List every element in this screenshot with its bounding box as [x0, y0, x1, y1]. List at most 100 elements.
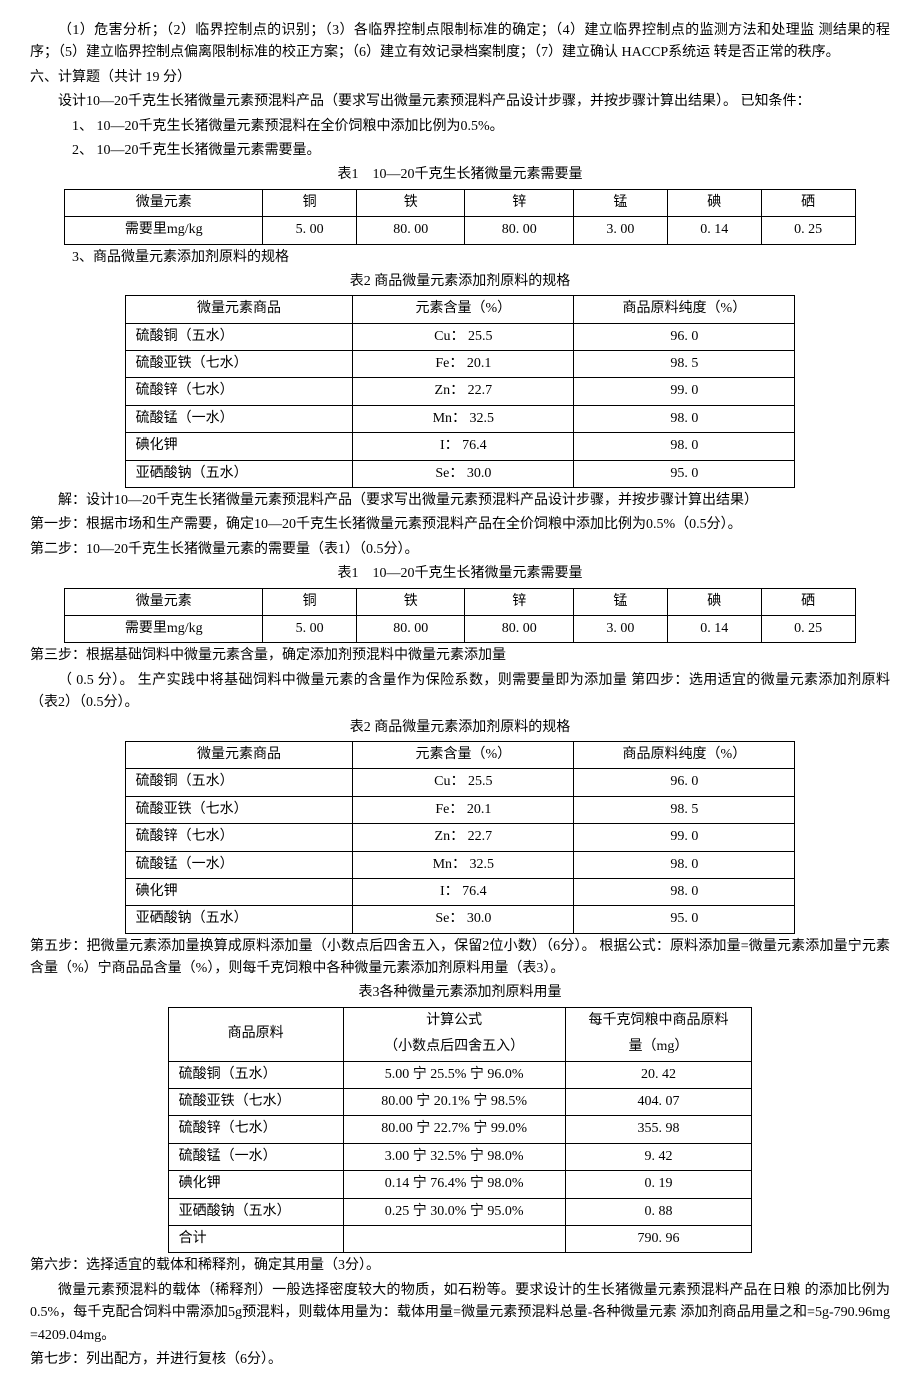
table-row: 硫酸亚铁（七水）80.00 宁 20.1% 宁 98.5%404. 07: [168, 1089, 752, 1116]
t1-h2: 铁: [357, 189, 465, 216]
t2-r0c1: Cu： 25.5: [353, 323, 574, 350]
t2-r4c0: 碘化钾: [125, 433, 353, 460]
t2b-r1c0: 硫酸亚铁（七水）: [125, 796, 353, 823]
t2-r3c0: 硫酸锰（一水）: [125, 405, 353, 432]
table-row: 亚硒酸钠（五水）Se： 30.095. 0: [125, 460, 795, 487]
table-row: 碘化钾0.14 宁 76.4% 宁 98.0%0. 19: [168, 1171, 752, 1198]
t2-header-row: 微量元素商品 元素含量（%） 商品原料纯度（%）: [125, 296, 795, 323]
t2b-r2c1: Zn： 22.7: [353, 824, 574, 851]
table-row: 硫酸锌（七水）Zn： 22.799. 0: [125, 824, 795, 851]
t3-total-empty: [343, 1225, 565, 1252]
cond-1: 1、 10—20千克生长猪微量元素预混料在全价饲粮中添加比例为0.5%。: [30, 116, 890, 138]
t2b-h0: 微量元素商品: [125, 741, 353, 768]
table1-header-row: 微量元素 铜 铁 锌 锰 碘 硒: [65, 189, 855, 216]
t1b-v1: 80. 00: [357, 615, 465, 642]
t1b-v3: 3. 00: [573, 615, 667, 642]
intro-p1: （1）危害分析；（2）临界控制点的识别；（3）各临界控制点限制标准的确定；（4）…: [30, 20, 890, 65]
t3-total-label: 合计: [168, 1225, 343, 1252]
t1b-h3: 锌: [465, 588, 573, 615]
t2-r2c0: 硫酸锌（七水）: [125, 378, 353, 405]
t3-r0c1: 5.00 宁 25.5% 宁 96.0%: [343, 1061, 565, 1088]
t1-h3: 锌: [465, 189, 573, 216]
t3-r0c2: 20. 42: [565, 1061, 752, 1088]
t1-rl: 需要里mg/kg: [65, 217, 263, 244]
table-row: 亚硒酸钠（五水）0.25 宁 30.0% 宁 95.0%0. 88: [168, 1198, 752, 1225]
t2b-r0c0: 硫酸铜（五水）: [125, 769, 353, 796]
t3-r5c0: 亚硒酸钠（五水）: [168, 1198, 343, 1225]
t3-h3a: 每千克饲粮中商品原料: [565, 1007, 752, 1034]
t2b-r1c2: 98. 5: [574, 796, 795, 823]
table1b-title: 表1 10—20千克生长猪微量元素需要量: [30, 563, 890, 585]
t2b-h2: 商品原料纯度（%）: [574, 741, 795, 768]
t2-r0c2: 96. 0: [574, 323, 795, 350]
t3-r5c2: 0. 88: [565, 1198, 752, 1225]
t1-v1: 80. 00: [357, 217, 465, 244]
cond-3: 3、商品微量元素添加剂原料的规格: [30, 247, 890, 269]
t2-r1c1: Fe： 20.1: [353, 351, 574, 378]
t3-r2c0: 硫酸锌（七水）: [168, 1116, 343, 1143]
table1: 微量元素 铜 铁 锌 锰 碘 硒 需要里mg/kg 5. 00 80. 00 8…: [64, 189, 855, 245]
table1b: 微量元素 铜 铁 锌 锰 碘 硒 需要里mg/kg 5. 00 80. 00 8…: [64, 588, 855, 644]
t2-r2c2: 99. 0: [574, 378, 795, 405]
t2-r3c1: Mn： 32.5: [353, 405, 574, 432]
table-row: 硫酸亚铁（七水）Fe： 20.198. 5: [125, 351, 795, 378]
table-row: 硫酸铜（五水）Cu： 25.596. 0: [125, 323, 795, 350]
t2b-r2c0: 硫酸锌（七水）: [125, 824, 353, 851]
t1b-h6: 硒: [761, 588, 855, 615]
t2b-r0c2: 96. 0: [574, 769, 795, 796]
solution-intro: 解：设计10—20千克生长猪微量元素预混料产品（要求写出微量元素预混料产品设计步…: [30, 490, 890, 512]
t3-r5c1: 0.25 宁 30.0% 宁 95.0%: [343, 1198, 565, 1225]
table-row: 硫酸锰（一水）3.00 宁 32.5% 宁 98.0%9. 42: [168, 1143, 752, 1170]
step-7: 第七步：列出配方，并进行复核（6分）。: [30, 1349, 890, 1371]
t2-r1c2: 98. 5: [574, 351, 795, 378]
t3-r1c0: 硫酸亚铁（七水）: [168, 1089, 343, 1116]
t2-r5c2: 95. 0: [574, 460, 795, 487]
table3: 商品原料 计算公式 每千克饲粮中商品原料 （小数点后四舍五入） 量（mg） 硫酸…: [168, 1007, 753, 1254]
t2-r5c1: Se： 30.0: [353, 460, 574, 487]
t1b-v0: 5. 00: [263, 615, 357, 642]
t3-r3c2: 9. 42: [565, 1143, 752, 1170]
step-6b: 微量元素预混料的载体（稀释剂）一般选择密度较大的物质，如石粉等。要求设计的生长猪…: [30, 1280, 890, 1347]
t1-v2: 80. 00: [465, 217, 573, 244]
t1b-h2: 铁: [357, 588, 465, 615]
t2-r5c0: 亚硒酸钠（五水）: [125, 460, 353, 487]
t2-r4c2: 98. 0: [574, 433, 795, 460]
t3-h3b: 量（mg）: [565, 1034, 752, 1061]
t2b-r3c1: Mn： 32.5: [353, 851, 574, 878]
t3-r4c2: 0. 19: [565, 1171, 752, 1198]
t3-h1: 商品原料: [168, 1007, 343, 1061]
table-row: 硫酸亚铁（七水）Fe： 20.198. 5: [125, 796, 795, 823]
t2b-r1c1: Fe： 20.1: [353, 796, 574, 823]
t3-h2a: 计算公式: [343, 1007, 565, 1034]
t2-r0c0: 硫酸铜（五水）: [125, 323, 353, 350]
table2-title: 表2 商品微量元素添加剂原料的规格: [30, 271, 890, 293]
t2-h1: 元素含量（%）: [353, 296, 574, 323]
t3-r3c0: 硫酸锰（一水）: [168, 1143, 343, 1170]
table-row: 微量元素商品 元素含量（%） 商品原料纯度（%）: [125, 741, 795, 768]
table-row: 亚硒酸钠（五水）Se： 30.095. 0: [125, 906, 795, 933]
t2-r4c1: I： 76.4: [353, 433, 574, 460]
problem-desc: 设计10—20千克生长猪微量元素预混料产品（要求写出微量元素预混料产品设计步骤，…: [30, 91, 890, 113]
t1b-h4: 锰: [573, 588, 667, 615]
table2b-title: 表2 商品微量元素添加剂原料的规格: [30, 717, 890, 739]
t3-r4c1: 0.14 宁 76.4% 宁 98.0%: [343, 1171, 565, 1198]
t2b-r5c2: 95. 0: [574, 906, 795, 933]
t1-v5: 0. 25: [761, 217, 855, 244]
table-row: 硫酸锰（一水）Mn： 32.598. 0: [125, 405, 795, 432]
t1b-h5: 碘: [667, 588, 761, 615]
t1-v4: 0. 14: [667, 217, 761, 244]
t1-h5: 碘: [667, 189, 761, 216]
step-1: 第一步：根据市场和生产需要，确定10—20千克生长猪微量元素预混料产品在全价饲粮…: [30, 514, 890, 536]
step-6a: 第六步：选择适宜的载体和稀释剂，确定其用量（3分）。: [30, 1255, 890, 1277]
t2-r3c2: 98. 0: [574, 405, 795, 432]
t1-h1: 铜: [263, 189, 357, 216]
t2b-r5c0: 亚硒酸钠（五水）: [125, 906, 353, 933]
cond-2: 2、 10—20千克生长猪微量元素需要量。: [30, 140, 890, 162]
t2b-r2c2: 99. 0: [574, 824, 795, 851]
t2b-r4c0: 碘化钾: [125, 878, 353, 905]
table2: 微量元素商品 元素含量（%） 商品原料纯度（%） 硫酸铜（五水）Cu： 25.5…: [125, 295, 796, 488]
t1-h4: 锰: [573, 189, 667, 216]
step-3a: 第三步：根据基础饲料中微量元素含量，确定添加剂预混料中微量元素添加量: [30, 645, 890, 667]
t2-r1c0: 硫酸亚铁（七水）: [125, 351, 353, 378]
t2b-r4c1: I： 76.4: [353, 878, 574, 905]
